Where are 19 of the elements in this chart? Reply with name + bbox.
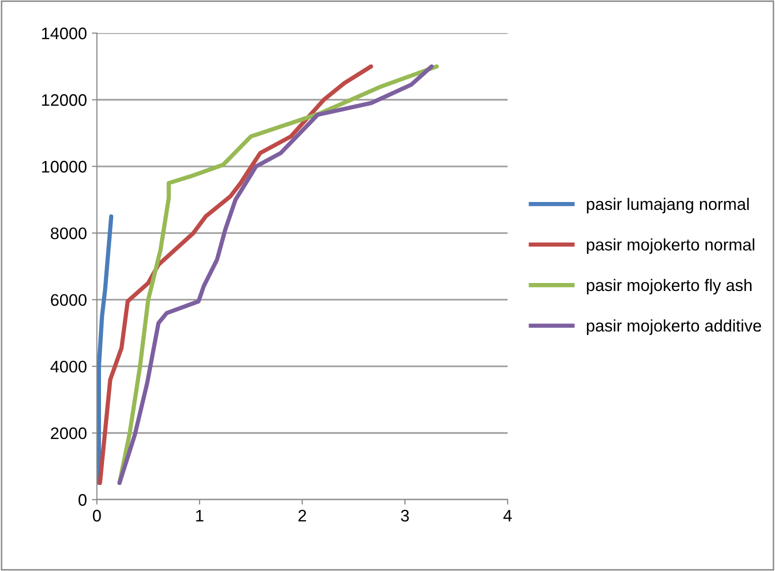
- line-series: [98, 64, 374, 486]
- x-tick-label: 0: [92, 510, 101, 522]
- y-tick-label: 8000: [50, 227, 87, 240]
- line-series: [96, 214, 114, 486]
- x-tick-label: 2: [298, 510, 306, 522]
- y-tick-label: 6000: [50, 294, 87, 306]
- y-tick-label: 12000: [42, 94, 87, 106]
- legend-label: pasir mojokerto fly ash: [586, 278, 752, 294]
- x-tick-label: 4: [503, 510, 512, 522]
- x-tick-label: 1: [196, 510, 204, 522]
- y-tick-label: 2000: [50, 427, 87, 440]
- y-tick-label: 0: [78, 494, 86, 506]
- x-tick-label: 3: [400, 510, 409, 522]
- y-tick-label: 10000: [42, 160, 87, 173]
- y-tick-label: 4000: [50, 360, 87, 373]
- legend-label: pasir mojokerto additive: [586, 319, 762, 335]
- legend-label: pasir mojokerto normal: [586, 238, 754, 254]
- legend-label: pasir lumajang normal: [586, 198, 749, 214]
- y-tick-label: 14000: [42, 28, 87, 40]
